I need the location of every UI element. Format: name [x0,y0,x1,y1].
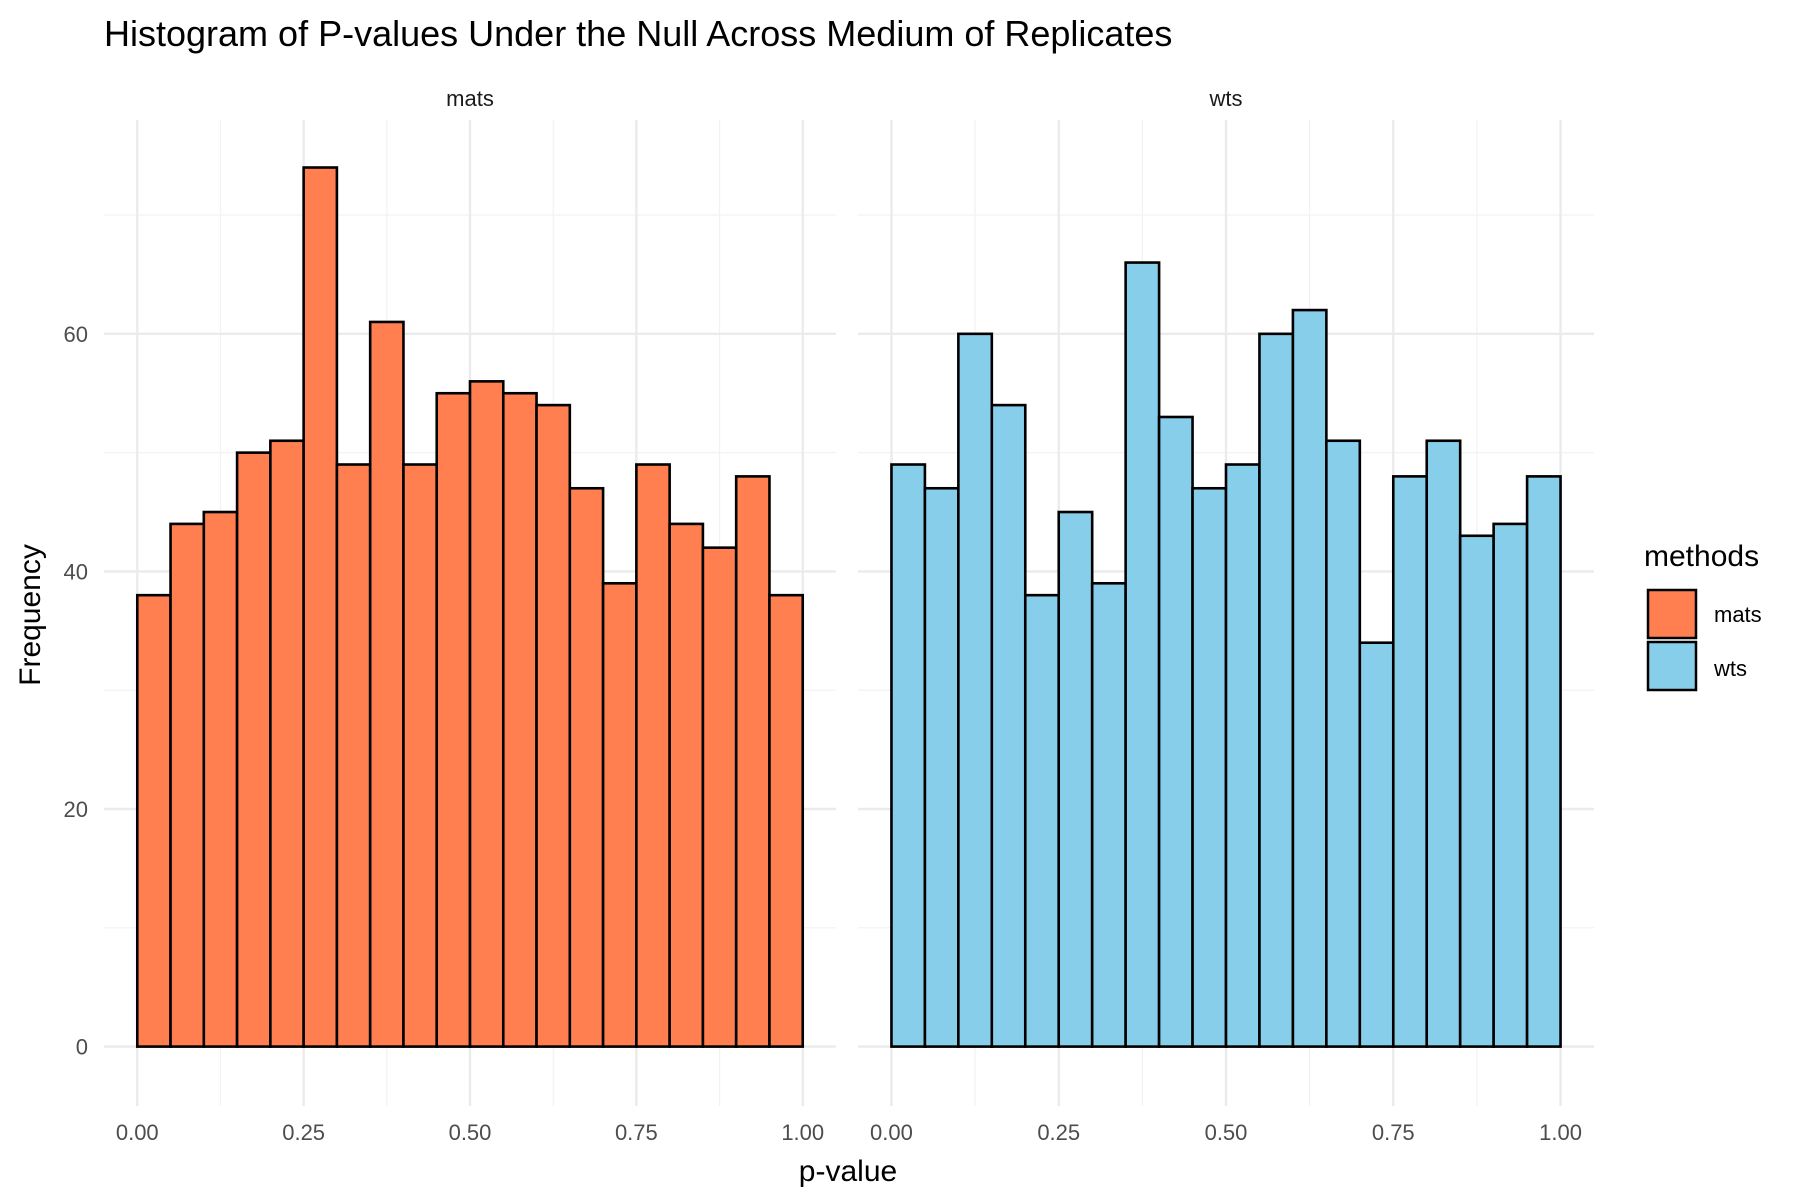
bar-mats-12 [535,403,572,1048]
bar-wts-18 [1492,522,1529,1048]
bar-mats-11 [501,391,538,1048]
bar-mats-6 [335,463,372,1048]
bar-mats-13 [568,486,605,1048]
bar-wts-3 [990,403,1027,1048]
bar-wts-6 [1090,582,1127,1048]
bar-mats-16 [668,522,705,1048]
legend-key-mats [1646,588,1698,640]
bar-wts-0 [890,463,927,1048]
bar-wts-8 [1157,415,1194,1048]
bars-wts [890,261,1562,1048]
bar-wts-14 [1358,641,1395,1048]
y-tick-label: 60 [64,322,88,347]
y-tick-label: 40 [64,559,88,584]
bar-mats-14 [601,582,638,1048]
x-tick-label: 0.50 [449,1120,492,1145]
strip-label-mats: mats [446,86,494,111]
x-tick-label: 0.00 [116,1120,159,1145]
x-tick-label: 0.00 [870,1120,913,1145]
bar-wts-5 [1057,510,1094,1048]
bar-mats-17 [701,546,738,1048]
bar-wts-13 [1325,439,1362,1048]
bar-mats-9 [435,391,472,1048]
bar-mats-0 [135,593,172,1048]
bar-mats-5 [302,166,339,1048]
bar-wts-11 [1258,332,1295,1048]
legend-label-wts: wts [1713,656,1747,681]
x-tick-label: 0.75 [1372,1120,1415,1145]
y-tick-label: 0 [76,1035,88,1060]
panel-wts: wts 0.00 0.25 0.50 0.75 1.00 [858,86,1594,1145]
x-tick-label: 1.00 [781,1120,824,1145]
bar-mats-10 [468,380,505,1048]
bar-mats-8 [402,463,439,1048]
legend-label-mats: mats [1714,602,1762,627]
legend: methods mats wts [1644,540,1762,692]
chart-title: Histogram of P-values Under the Null Acr… [104,13,1172,54]
x-tick-label: 0.75 [615,1120,658,1145]
y-tick-label: 20 [64,797,88,822]
x-tick-label: 1.00 [1539,1120,1582,1145]
bar-wts-12 [1291,308,1328,1048]
bar-mats-4 [269,439,305,1048]
bar-mats-15 [635,463,671,1048]
y-axis-title: Frequency [14,544,47,686]
bar-mats-1 [169,522,206,1048]
bar-mats-3 [235,451,272,1048]
bar-wts-4 [1023,593,1061,1048]
x-axis-title: p-value [799,1155,897,1188]
bars-mats [135,166,805,1048]
legend-title: methods [1644,540,1759,573]
legend-key-wts [1646,640,1698,692]
bar-wts-16 [1425,439,1462,1048]
bar-mats-18 [734,475,771,1048]
strip-label-wts: wts [1209,86,1243,111]
x-tick-label: 0.50 [1205,1120,1248,1145]
bar-wts-10 [1224,463,1261,1048]
x-ticks-mats: 0.00 0.25 0.50 0.75 1.00 [116,1120,824,1145]
bar-wts-1 [923,486,960,1048]
y-ticks: 0 20 40 60 [64,322,88,1060]
x-tick-label: 0.25 [282,1120,325,1145]
bar-wts-9 [1191,486,1228,1048]
bar-wts-19 [1525,475,1562,1048]
bar-mats-7 [368,320,405,1048]
x-tick-label: 0.25 [1037,1120,1080,1145]
bar-mats-2 [202,510,239,1048]
bar-wts-17 [1458,534,1495,1048]
panel-mats: mats 0.00 0.25 0.50 0.75 1.00 [104,86,836,1145]
x-ticks-wts: 0.00 0.25 0.50 0.75 1.00 [870,1120,1582,1145]
bar-wts-7 [1124,261,1161,1048]
bar-mats-19 [768,593,805,1048]
bar-wts-2 [957,332,994,1048]
bar-wts-15 [1391,475,1429,1048]
